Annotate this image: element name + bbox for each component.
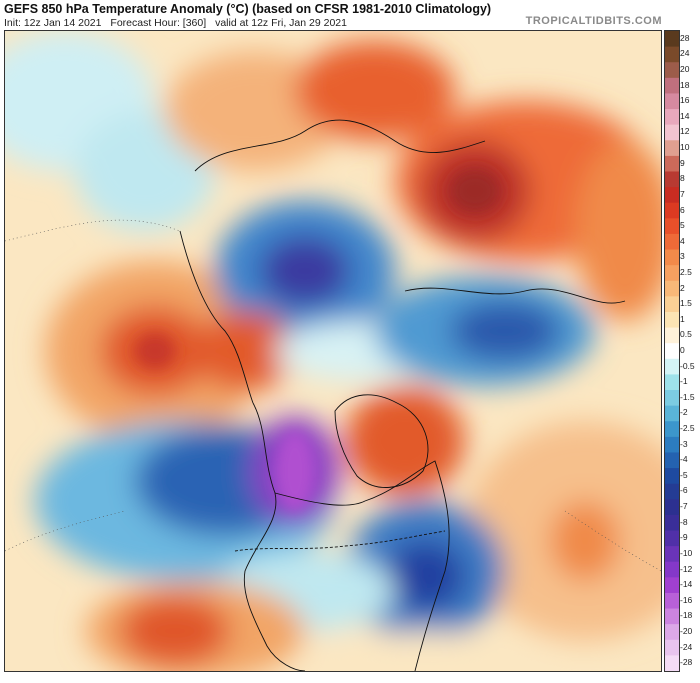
colorbar-swatch <box>665 171 679 188</box>
colorbar-label: -7 <box>680 501 688 512</box>
colorbar-label: 4 <box>680 235 685 246</box>
colorbar-labels: 28 24 20 18 16 14 12 10 9 8 7 6 5 4 3 2.5 2 1.5 1 0.5 0 -0.5 -… <box>680 30 700 670</box>
colorbar-swatch <box>665 452 679 469</box>
colorbar-swatch <box>665 233 679 251</box>
colorbar-swatch <box>665 358 679 375</box>
colorbar-label: -0.5 <box>680 360 695 371</box>
colorbar-swatch <box>665 218 679 235</box>
colorbar-label: -9 <box>680 532 688 543</box>
colorbar-swatch <box>665 311 679 329</box>
colorbar-swatch <box>665 592 679 610</box>
colorbar-label: 28 <box>680 32 690 43</box>
colorbar-label: -28 <box>680 657 693 668</box>
anomaly-field <box>5 31 661 671</box>
colorbar-label: -20 <box>680 625 693 636</box>
site-watermark: TROPICALTIDBITS.COM <box>525 15 662 27</box>
colorbar-label: -14 <box>680 579 693 590</box>
valid-time: valid at 12z Fri, Jan 29 2021 <box>215 17 347 29</box>
colorbar-swatch <box>665 561 679 578</box>
colorbar-label: 10 <box>680 142 690 153</box>
colorbar-label: -16 <box>680 594 693 605</box>
colorbar-label: 12 <box>680 126 690 137</box>
init-time: Init: 12z Jan 14 2021 <box>4 17 102 29</box>
colorbar-swatch <box>665 31 679 48</box>
colorbar-label: -4 <box>680 454 688 465</box>
colorbar-label: -2 <box>680 407 688 418</box>
colorbar-label: 9 <box>680 157 685 168</box>
colorbar-swatch <box>665 187 679 204</box>
colorbar-label: -18 <box>680 610 693 621</box>
colorbar-swatch <box>665 265 679 282</box>
colorbar-label: 7 <box>680 188 685 199</box>
colorbar-swatch <box>665 155 679 172</box>
colorbar-label: 14 <box>680 110 690 121</box>
colorbar <box>664 30 680 672</box>
colorbar-swatch <box>665 608 679 625</box>
colorbar-swatch <box>665 577 679 594</box>
colorbar-swatch <box>665 624 679 641</box>
colorbar-label: -12 <box>680 563 693 574</box>
colorbar-swatch <box>665 77 679 94</box>
colorbar-label: 24 <box>680 48 690 59</box>
colorbar-swatch <box>665 93 679 110</box>
colorbar-swatch <box>665 124 679 141</box>
colorbar-swatch <box>665 639 679 656</box>
colorbar-swatch <box>665 514 679 532</box>
colorbar-label: -1.5 <box>680 391 695 402</box>
map-header: GEFS 850 hPa Temperature Anomaly (°C) (b… <box>0 0 700 30</box>
colorbar-swatch <box>665 655 679 671</box>
colorbar-swatch <box>665 280 679 297</box>
colorbar-label: 16 <box>680 95 690 106</box>
colorbar-label: -6 <box>680 485 688 496</box>
colorbar-swatch <box>665 468 679 485</box>
colorbar-label: -5 <box>680 469 688 480</box>
colorbar-swatch <box>665 546 679 563</box>
colorbar-label: 1.5 <box>680 298 692 309</box>
colorbar-swatch <box>665 249 679 266</box>
colorbar-label: -2.5 <box>680 423 695 434</box>
map-title: GEFS 850 hPa Temperature Anomaly (°C) (b… <box>4 2 492 16</box>
colorbar-swatch <box>665 436 679 453</box>
colorbar-swatch <box>665 327 679 344</box>
colorbar-label: -10 <box>680 547 693 558</box>
colorbar-swatch <box>665 62 679 79</box>
colorbar-label: 6 <box>680 204 685 215</box>
colorbar-swatch <box>665 374 679 391</box>
graticule <box>5 219 661 572</box>
colorbar-label: 18 <box>680 79 690 90</box>
colorbar-swatch <box>665 530 679 547</box>
colorbar-label: -1 <box>680 376 688 387</box>
colorbar-label: 0.5 <box>680 329 692 340</box>
colorbar-swatch <box>665 390 679 407</box>
colorbar-swatch <box>665 483 679 500</box>
colorbar-label: 3 <box>680 251 685 262</box>
colorbar-swatch <box>665 46 679 63</box>
colorbar-swatch <box>665 499 679 516</box>
colorbar-label: 8 <box>680 173 685 184</box>
colorbar-swatch <box>665 421 679 438</box>
forecast-hour: Forecast Hour: [360] <box>110 17 207 29</box>
anomaly-map <box>4 30 662 672</box>
colorbar-label: -8 <box>680 516 688 527</box>
colorbar-label: -24 <box>680 641 693 652</box>
coastlines <box>179 119 626 671</box>
colorbar-swatch <box>665 202 679 219</box>
colorbar-swatch <box>665 405 679 422</box>
colorbar-swatch <box>665 343 679 360</box>
colorbar-label: 0 <box>680 345 685 355</box>
colorbar-label: 5 <box>680 220 685 231</box>
colorbar-label: 2 <box>680 282 685 293</box>
map-subtitle: Init: 12z Jan 14 2021 Forecast Hour: [36… <box>4 17 353 29</box>
colorbar-label: 1 <box>680 313 685 324</box>
colorbar-swatch <box>665 140 679 157</box>
colorbar-label: 20 <box>680 64 690 75</box>
colorbar-label: -3 <box>680 438 688 449</box>
colorbar-label: 2.5 <box>680 266 692 277</box>
colorbar-swatch <box>665 109 679 126</box>
colorbar-swatch <box>665 296 679 313</box>
